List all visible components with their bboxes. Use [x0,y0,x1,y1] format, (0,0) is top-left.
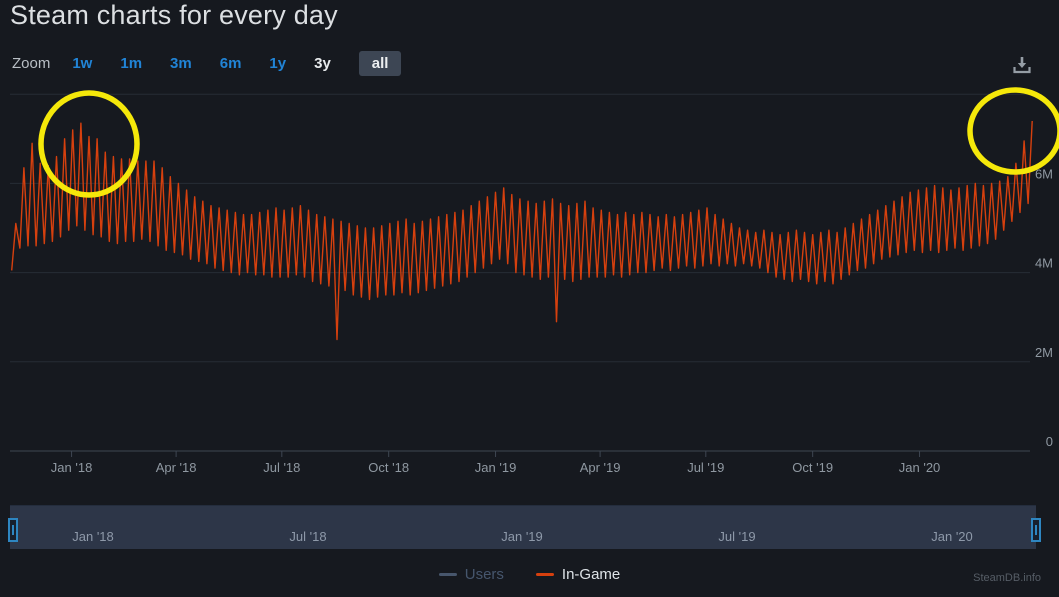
navigator-handle-right[interactable] [1031,518,1041,542]
y-axis-label-0: 0 [1046,434,1053,449]
navigator-label-jan-20: Jan '20 [931,529,973,544]
zoom-label: Zoom [12,54,51,72]
navigator-label-jul-18: Jul '18 [289,529,327,544]
download-button[interactable] [1011,54,1033,76]
users-series-dash-icon [438,573,457,576]
navigator-label-jul-19: Jul '19 [718,529,756,544]
download-icon [1013,57,1031,74]
zoom-range-1m[interactable]: 1m [120,54,143,72]
x-axis-label-apr-19: Apr '19 [580,460,621,475]
navigator-label-jan-18: Jan '18 [72,529,114,544]
navigator-bar[interactable]: Jan '18 Jul '18 Jan '19 Jul '19 Jan '20 [8,505,1041,549]
navigator-label-jan-19: Jan '19 [501,529,543,544]
x-axis-label-jul-18: Jul '18 [263,460,300,475]
x-axis-label-apr-18: Apr '18 [156,460,197,475]
zoom-range-group: 1w 1m 3m 6m 1y 3y all [72,50,402,76]
x-axis-label-oct-18: Oct '18 [368,460,409,475]
y-axis-label-6m: 6M [1035,166,1053,181]
steamdb-watermark: SteamDB.info [973,572,1041,584]
zoom-range-3y[interactable]: 3y [314,54,331,72]
annotation-circle-right [967,87,1059,175]
x-axis-label-jan-18: Jan '18 [51,460,93,475]
y-axis-label-4m: 4M [1035,256,1053,271]
in-game-series-dash-icon [535,573,554,576]
x-axis-label-oct-19: Oct '19 [792,460,833,475]
zoom-range-all[interactable]: all [358,50,402,76]
page-title: Steam charts for every day [10,0,338,30]
zoom-range-6m[interactable]: 6m [219,54,242,72]
chart-plot-area[interactable]: Jan '18 Apr '18 Jul '18 Oct '18 Jan '19 Apr '… [0,0,1059,500]
legend-label-in-game: In-Game [561,566,621,583]
x-axis-label-jul-19: Jul '19 [687,460,724,475]
zoom-range-1w[interactable]: 1w [72,54,93,72]
x-axis-label-jan-19: Jan '19 [475,460,517,475]
zoom-range-3m[interactable]: 3m [170,54,192,72]
in-game-series-line [11,120,1033,341]
y-axis-label-2m: 2M [1035,345,1053,360]
zoom-toolbar: Zoom 1w 1m 3m 6m 1y 3y all [12,50,402,76]
zoom-range-1y[interactable]: 1y [269,54,287,72]
legend-item-users[interactable]: Users [438,566,504,583]
navigator-handle-left[interactable] [8,518,18,542]
x-axis-label-jan-20: Jan '20 [899,460,941,475]
legend-label-users: Users [464,566,504,583]
annotation-circle-left [38,90,140,198]
legend-item-in-game[interactable]: In-Game [535,566,621,583]
chart-legend: Users In-Game [0,566,1059,583]
